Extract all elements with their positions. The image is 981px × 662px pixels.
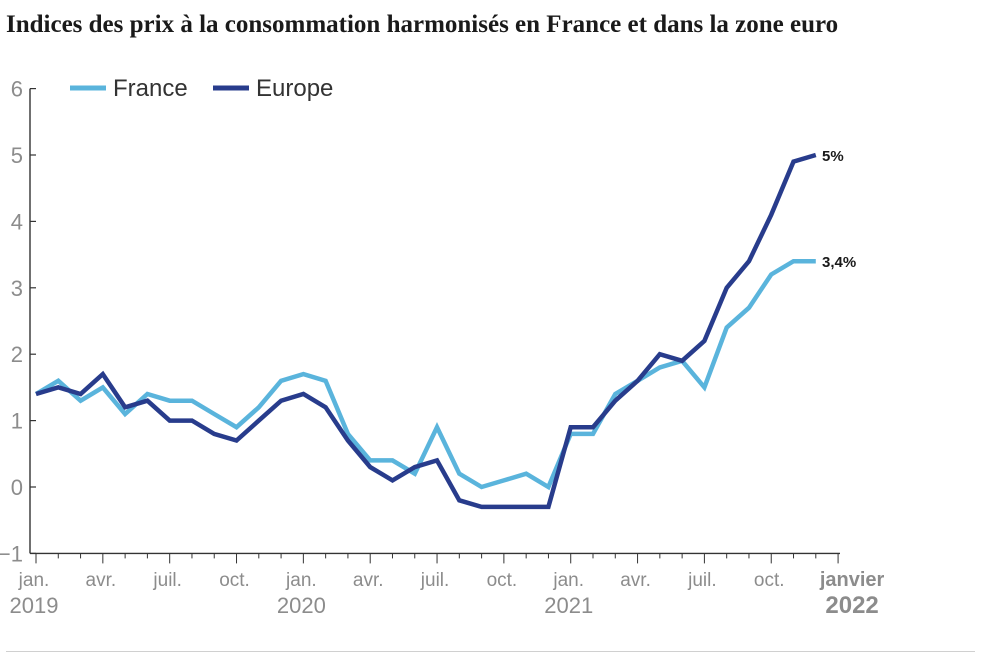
bottom-divider [6, 651, 975, 652]
x-tick-year: 2019 [10, 593, 59, 618]
y-tick-label: 5 [11, 143, 23, 168]
series-line-france [34, 258, 816, 491]
y-tick-label: 2 [11, 342, 23, 367]
y-tick-label: 1 [11, 409, 23, 434]
x-tick-label: jan. [18, 570, 50, 591]
chart-title: Indices des prix à la consommation harmo… [6, 11, 839, 38]
x-tick-label: oct. [219, 570, 250, 591]
y-tick-label: 6 [11, 77, 23, 102]
y-axis: −1 0 1 2 3 4 5 6 [0, 77, 36, 566]
x-tick-label: oct. [754, 570, 785, 591]
end-label-europe: 5% [822, 148, 844, 165]
x-tick-year: 2022 [825, 592, 878, 619]
x-tick-label: avr. [353, 570, 384, 591]
x-tick-year: 2020 [277, 593, 326, 618]
x-tick-label: jan. [552, 570, 584, 591]
end-labels: 3,4% 5% [822, 148, 856, 271]
legend-label-europe: Europe [256, 75, 333, 102]
legend: France Europe [70, 75, 333, 102]
legend-label-france: France [113, 75, 188, 102]
x-tick-label: jan. [285, 570, 317, 591]
x-tick-year: 2021 [544, 593, 593, 618]
x-tick-label: juil. [687, 570, 717, 591]
x-tick-label: avr. [620, 570, 651, 591]
x-tick-label: avr. [86, 570, 117, 591]
series-line-europe [35, 152, 817, 510]
x-tick-label: juil. [420, 570, 450, 591]
y-tick-label: −1 [0, 541, 23, 566]
x-tick-label: janvier [819, 569, 885, 591]
y-tick-label: 0 [11, 475, 23, 500]
end-label-france: 3,4% [822, 254, 856, 271]
series-layer [34, 152, 817, 510]
x-tick-label: oct. [487, 570, 518, 591]
x-tick-label: juil. [152, 570, 182, 591]
y-tick-label: 3 [11, 276, 23, 301]
y-tick-label: 4 [11, 209, 23, 234]
